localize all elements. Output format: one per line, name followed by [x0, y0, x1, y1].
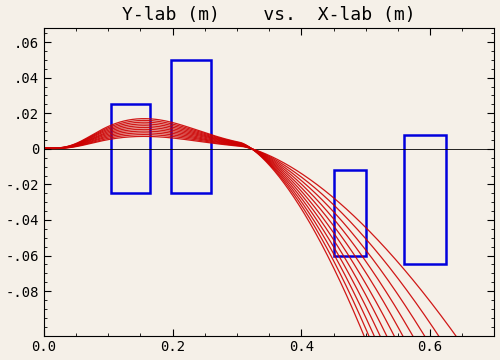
- Bar: [112, 104, 150, 193]
- Bar: [404, 135, 446, 265]
- Title: Y-lab (m)    vs.  X-lab (m): Y-lab (m) vs. X-lab (m): [122, 5, 416, 23]
- Bar: [170, 60, 211, 193]
- Bar: [334, 170, 366, 256]
